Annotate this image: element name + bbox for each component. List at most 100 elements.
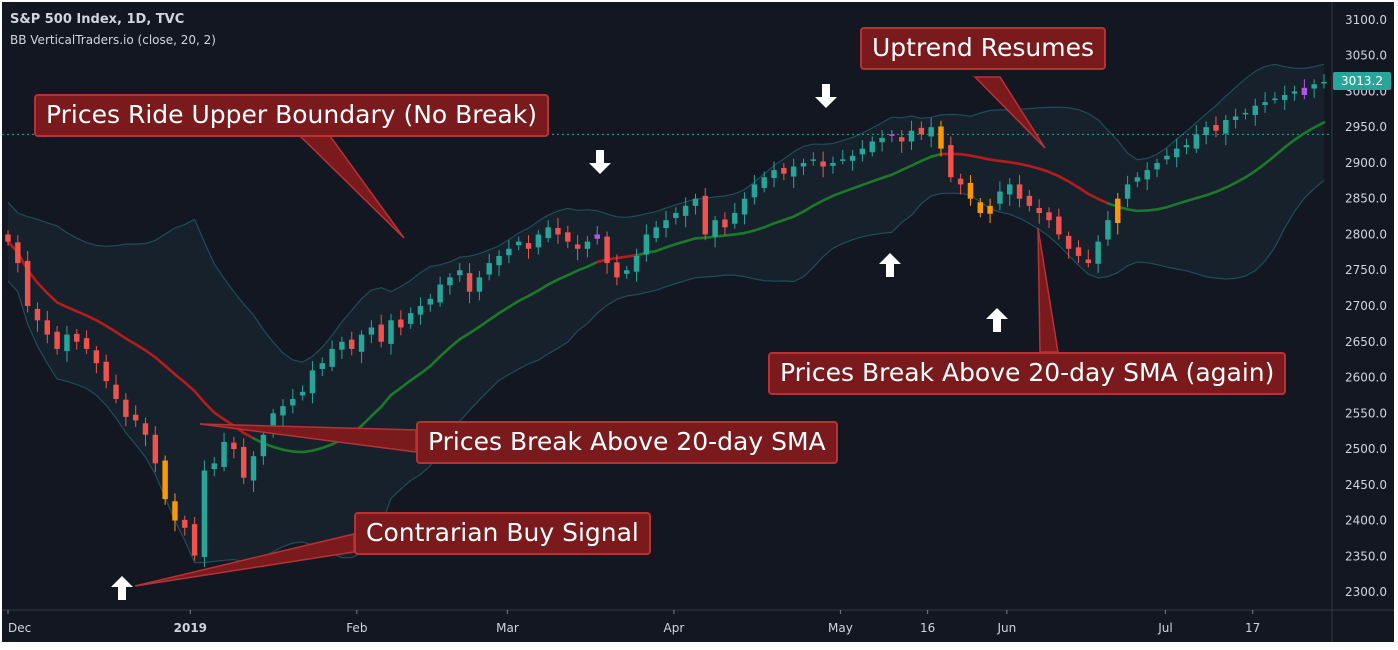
x-tick-label: Jun [997, 621, 1017, 635]
sma20-segment [1234, 176, 1247, 185]
candle-body [152, 434, 159, 464]
sma20-segment [615, 255, 629, 260]
y-tick-label: 2550.0 [1345, 406, 1387, 420]
sma20-segment [438, 346, 452, 358]
candle-body [957, 178, 964, 185]
sma20-segment [428, 355, 442, 368]
sma20-segment [978, 156, 992, 161]
candle-body [457, 270, 463, 276]
sma20-segment [527, 289, 540, 298]
sma20-segment [772, 218, 786, 225]
sma20-segment [203, 401, 216, 414]
sma20-segment [1195, 194, 1208, 200]
sma20-segment [1067, 180, 1080, 189]
y-tick-label: 2300.0 [1345, 585, 1387, 599]
up-arrow-icon [111, 576, 133, 600]
sma20-segment [1214, 186, 1228, 194]
candle-body [5, 234, 11, 242]
up-arrow-icon [986, 308, 1008, 332]
candle-body [643, 234, 650, 255]
sma20-segment [733, 231, 746, 236]
candle-body [388, 320, 394, 344]
candle-body [447, 277, 453, 286]
candle-body [938, 126, 944, 149]
y-tick-label: 2750.0 [1345, 263, 1387, 277]
candle-body [584, 241, 591, 249]
y-tick-label: 2950.0 [1345, 120, 1387, 134]
sma20-segment [95, 319, 108, 328]
candle-body [515, 241, 522, 246]
candle-body [1252, 105, 1258, 116]
candle-body [74, 333, 80, 342]
sma20-segment [576, 265, 589, 272]
candle-body [1242, 112, 1249, 115]
candle-body [123, 399, 129, 417]
price-axis[interactable] [1332, 2, 1394, 610]
candle-body [221, 441, 227, 467]
candle-body [309, 370, 316, 394]
candle-body [722, 219, 728, 228]
candle-body [54, 331, 60, 349]
sma20-segment [880, 173, 894, 180]
sma20-segment [821, 194, 835, 202]
sma20-segment [998, 159, 1012, 164]
candle-body [182, 519, 188, 528]
sma20-segment [831, 190, 845, 198]
sma20-segment [154, 356, 167, 368]
candle-body [1046, 212, 1052, 221]
sma20-segment [841, 187, 854, 194]
candle-body [525, 243, 532, 249]
y-tick-label: 2600.0 [1345, 371, 1387, 385]
sma20-segment [183, 381, 196, 393]
sma20-segment [1145, 208, 1159, 212]
candle-body [299, 391, 306, 396]
candle-body [34, 308, 41, 321]
sma20-segment [802, 204, 815, 213]
sma20-segment [409, 372, 422, 382]
candle-body [535, 234, 542, 248]
sma20-segment [379, 393, 393, 409]
candle-body [800, 162, 807, 167]
sma20-segment [900, 164, 913, 172]
indicator-label[interactable]: BB VerticalTraders.io (close, 20, 2) [10, 33, 216, 47]
sma20-segment [1037, 167, 1051, 174]
x-tick-label: 2019 [174, 621, 207, 635]
sma20-segment [507, 299, 520, 309]
y-tick-label: 3100.0 [1345, 13, 1387, 27]
time-axis[interactable] [2, 610, 1394, 642]
candle-body [771, 170, 777, 178]
sma20-segment [271, 445, 285, 452]
sma20-segment [1185, 196, 1198, 203]
candle-body [113, 384, 119, 399]
candle-body [1173, 148, 1180, 158]
candle-body [1282, 94, 1288, 100]
candle-body [545, 227, 551, 239]
candle-body [1291, 91, 1298, 94]
sma20-segment [1312, 121, 1326, 129]
candle-body [24, 260, 31, 306]
y-tick-label: 2350.0 [1345, 549, 1387, 563]
candle-body [692, 198, 699, 206]
candle-body [849, 155, 856, 161]
candle-body [476, 277, 483, 292]
sma20-segment [1175, 199, 1188, 206]
last-price-label: 3013.2 [1341, 74, 1383, 88]
candle-body [1223, 120, 1229, 134]
candle-body [83, 338, 90, 349]
sma20-segment [674, 239, 687, 246]
sma20-segment [1008, 160, 1021, 166]
candle-body [565, 232, 571, 242]
sma20-segment [1224, 181, 1237, 189]
candle-body [417, 306, 424, 315]
candle-body [967, 182, 974, 199]
sma20-segment [654, 246, 668, 253]
sma20-segment [1253, 162, 1267, 173]
candle-body [1232, 116, 1239, 121]
sma20-segment [625, 253, 638, 258]
sma20-segment [468, 325, 481, 335]
candle-body [1164, 155, 1170, 160]
x-tick-label: 17 [1245, 621, 1260, 635]
x-tick-label: Apr [664, 621, 685, 635]
sma20-segment [586, 260, 599, 268]
sma20-segment [124, 337, 137, 346]
